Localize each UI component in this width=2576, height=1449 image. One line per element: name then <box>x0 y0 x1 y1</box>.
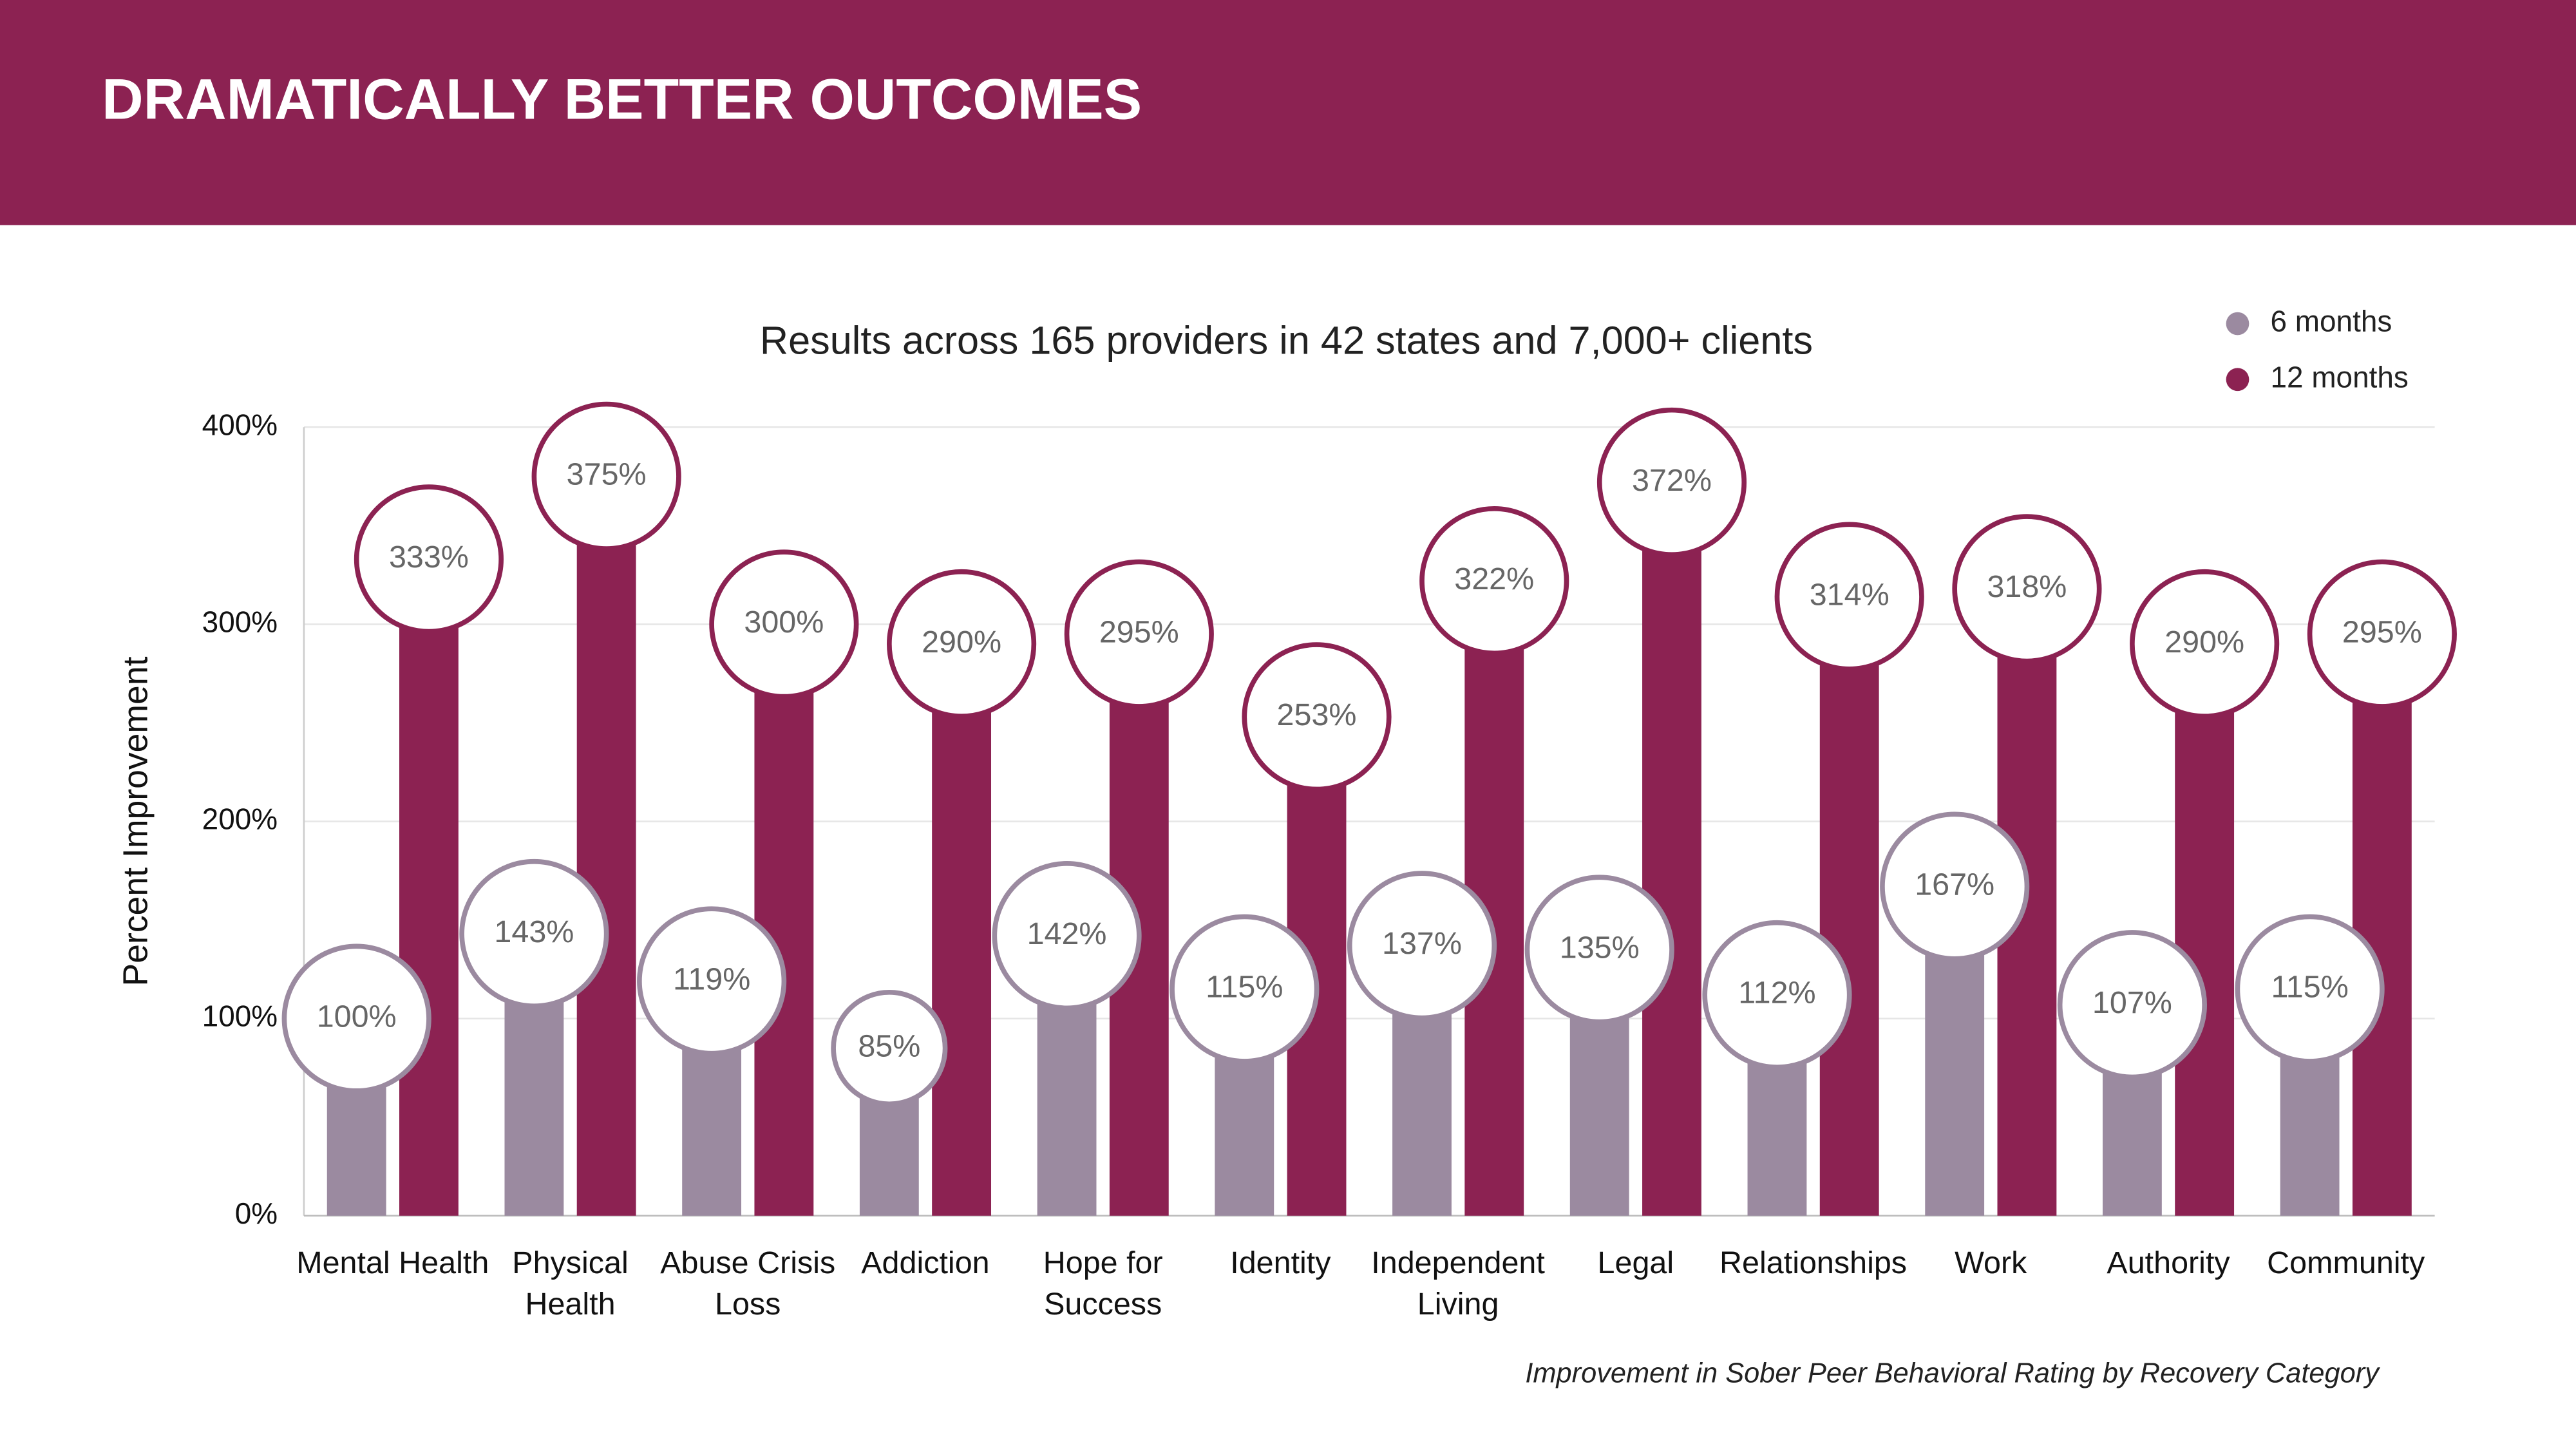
value-bubble <box>1702 920 1852 1070</box>
bar <box>1819 596 1879 1216</box>
x-tick-label-box: Authority <box>2107 1247 2230 1282</box>
value-bubble <box>1419 506 1569 656</box>
value-bubble <box>531 401 681 551</box>
value-bubble <box>1952 514 2102 664</box>
value-bubble <box>1064 559 1214 709</box>
bar <box>932 644 992 1216</box>
header-band <box>0 0 2576 225</box>
value-bubble <box>2307 559 2457 709</box>
legend-marker <box>2226 312 2249 336</box>
bar <box>576 476 636 1216</box>
value-bubble <box>2235 914 2385 1064</box>
value-bubble <box>709 549 859 699</box>
data-label: 85% <box>858 1028 920 1063</box>
bar <box>2175 644 2235 1216</box>
x-tick-label-box: Abuse Crisis Loss <box>660 1247 836 1323</box>
data-label: 143% <box>494 914 574 949</box>
y-tick-label: 0% <box>235 1197 278 1230</box>
x-tick-label-box: Legal <box>1597 1247 1674 1282</box>
x-tick-label: Work <box>1955 1247 2027 1282</box>
data-label: 300% <box>744 605 824 639</box>
value-bubble <box>1524 875 1674 1025</box>
data-label: 333% <box>389 540 469 574</box>
x-tick-label-box: Hope for Success <box>1043 1247 1163 1323</box>
value-bubble <box>1774 522 1924 672</box>
data-label: 314% <box>1810 577 1889 612</box>
value-bubble <box>1170 914 1320 1064</box>
y-tick-label: 400% <box>202 408 278 441</box>
x-tick-label: Independent Living <box>1371 1247 1545 1323</box>
x-tick-label: Hope for Success <box>1043 1247 1163 1323</box>
chart-title: Results across 165 providers in 42 state… <box>760 318 1813 362</box>
data-label: 372% <box>1632 463 1712 498</box>
value-bubble <box>1596 407 1747 558</box>
bar <box>399 559 459 1216</box>
y-tick-label: 200% <box>202 802 278 836</box>
data-label: 112% <box>1738 976 1815 1010</box>
value-bubble <box>1242 642 1392 792</box>
legend-label: 12 months <box>2271 360 2409 393</box>
x-tick-label: Addiction <box>861 1247 990 1282</box>
caption: Improvement in Sober Peer Behavioral Rat… <box>1525 1358 2380 1389</box>
data-label: 107% <box>2092 985 2172 1020</box>
legend-label: 6 months <box>2271 305 2392 338</box>
x-tick-label: Physical Health <box>512 1247 629 1323</box>
value-bubble <box>459 858 609 1009</box>
legend-marker <box>2226 368 2249 392</box>
bar <box>1642 482 1701 1216</box>
x-tick-label: Relationships <box>1719 1247 1908 1282</box>
x-tick-label-box: Work <box>1955 1247 2027 1282</box>
x-tick-label: Identity <box>1230 1247 1331 1282</box>
data-label: 167% <box>1915 867 1994 902</box>
value-bubble <box>2057 930 2207 1080</box>
data-label: 290% <box>2164 625 2244 659</box>
x-tick-label-box: Identity <box>1230 1247 1331 1282</box>
x-tick-label-box: Community <box>2267 1247 2425 1282</box>
data-label: 119% <box>673 961 750 996</box>
x-tick-label: Abuse Crisis Loss <box>660 1247 836 1323</box>
data-label: 115% <box>1206 970 1283 1005</box>
page-title: DRAMATICALLY BETTER OUTCOMES <box>102 66 1142 131</box>
value-bubble <box>1347 871 1497 1021</box>
value-bubble <box>831 989 948 1107</box>
x-tick-label-box: Independent Living <box>1371 1247 1545 1323</box>
value-bubble <box>1880 811 2030 961</box>
value-bubble <box>2130 569 2280 719</box>
data-label: 115% <box>2271 970 2348 1005</box>
value-bubble <box>992 860 1142 1011</box>
data-label: 318% <box>1987 569 2067 604</box>
y-tick-label: 100% <box>202 999 278 1033</box>
bar <box>2352 634 2412 1216</box>
data-label: 322% <box>1454 562 1534 596</box>
x-tick-label-box: Mental Health <box>296 1247 489 1282</box>
x-tick-label: Authority <box>2107 1247 2230 1282</box>
value-bubble <box>637 906 787 1056</box>
x-tick-label-box: Relationships <box>1719 1247 1908 1282</box>
data-label: 290% <box>922 625 1001 659</box>
data-label: 253% <box>1277 697 1357 732</box>
data-label: 137% <box>1382 926 1462 961</box>
value-bubble <box>281 943 431 1094</box>
x-tick-label: Legal <box>1597 1247 1674 1282</box>
data-label: 295% <box>1099 614 1179 649</box>
x-tick-label-box: Addiction <box>861 1247 990 1282</box>
data-label: 142% <box>1027 916 1107 951</box>
data-label: 135% <box>1560 930 1640 965</box>
y-axis-label: Percent Improvement <box>117 656 155 986</box>
bar <box>754 624 814 1216</box>
x-tick-label: Community <box>2267 1247 2425 1282</box>
data-label: 100% <box>317 999 397 1034</box>
value-bubble <box>354 484 504 634</box>
x-tick-label: Mental Health <box>296 1247 489 1282</box>
x-tick-label-box: Physical Health <box>512 1247 629 1323</box>
y-tick-label: 300% <box>202 605 278 639</box>
data-label: 295% <box>2342 614 2422 649</box>
data-label: 375% <box>567 457 647 492</box>
value-bubble <box>887 569 1037 719</box>
